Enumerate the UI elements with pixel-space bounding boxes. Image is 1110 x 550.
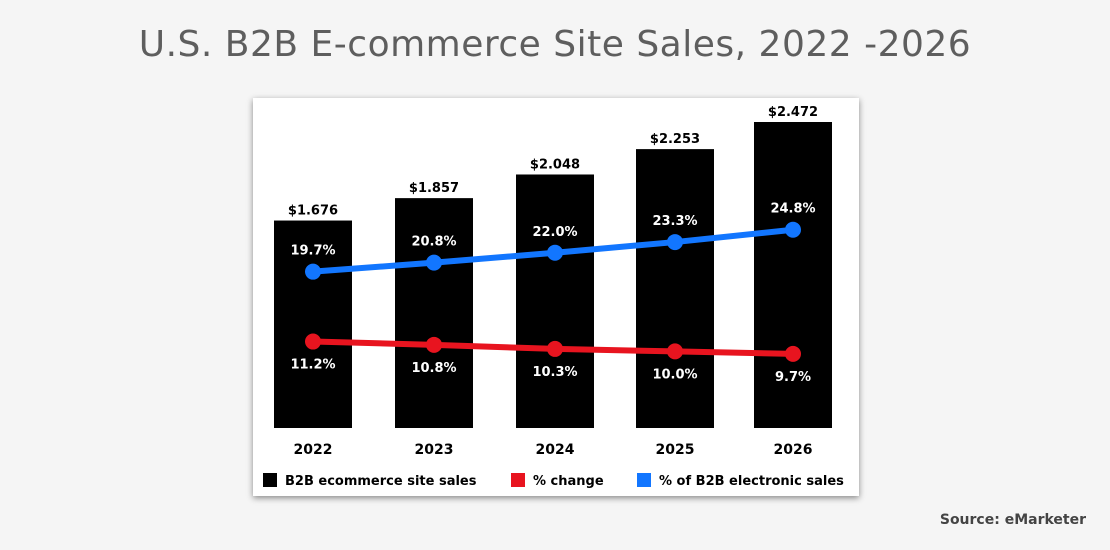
bar-label-2022: $1.676 (288, 204, 338, 219)
share-point-2024 (547, 244, 563, 261)
source-note: Source: eMarketer (939, 512, 1086, 528)
legend-label-share: % of B2B electronic sales (659, 474, 844, 489)
x-tick-2026: 2026 (774, 442, 813, 458)
legend-swatch-bars (263, 473, 277, 487)
bar-2026 (754, 122, 832, 428)
bar-label-2026: $2.472 (768, 105, 818, 120)
bar-2025 (636, 149, 714, 428)
share-point-2026 (785, 221, 801, 238)
share-point-2022 (305, 263, 321, 280)
bar-2022 (274, 220, 352, 428)
chart: $1.676 $1.857 $2.048 $2.253 $2.472 19.7% 20.8%… (263, 105, 844, 489)
legend-label-change: % change (533, 474, 604, 489)
change-point-2026 (785, 345, 801, 362)
bar-2024 (516, 174, 594, 428)
bar-2023 (395, 198, 473, 428)
bar-label-2025: $2.253 (650, 132, 700, 147)
share-label-2023: 20.8% (411, 235, 456, 250)
change-label-2026: 9.7% (775, 370, 811, 385)
change-label-2024: 10.3% (532, 365, 577, 380)
share-point-2025 (667, 234, 683, 251)
change-label-2023: 10.8% (411, 361, 456, 376)
change-point-2023 (426, 336, 442, 353)
x-tick-2023: 2023 (415, 442, 454, 458)
bar-label-2023: $1.857 (409, 181, 459, 196)
share-label-2022: 19.7% (290, 244, 335, 259)
change-label-2022: 11.2% (290, 358, 335, 373)
x-tick-2024: 2024 (536, 442, 575, 458)
legend-label-bars: B2B ecommerce site sales (285, 474, 477, 489)
share-label-2024: 22.0% (532, 225, 577, 240)
legend-swatch-share (637, 473, 651, 487)
change-label-2025: 10.0% (652, 367, 697, 382)
bar-label-2024: $2.048 (530, 157, 580, 172)
change-point-2022 (305, 333, 321, 350)
share-point-2023 (426, 254, 442, 271)
share-label-2026: 24.8% (770, 202, 815, 217)
change-point-2024 (547, 340, 563, 357)
change-point-2025 (667, 343, 683, 360)
share-label-2025: 23.3% (652, 214, 697, 229)
legend-swatch-change (511, 473, 525, 487)
x-tick-2022: 2022 (294, 442, 333, 458)
chart-title: U.S. B2B E-commerce Site Sales, 2022 -20… (138, 24, 972, 65)
chart-panel: $1.676 $1.857 $2.048 $2.253 $2.472 19.7% 20.8%… (253, 98, 859, 496)
x-tick-2025: 2025 (656, 442, 695, 458)
